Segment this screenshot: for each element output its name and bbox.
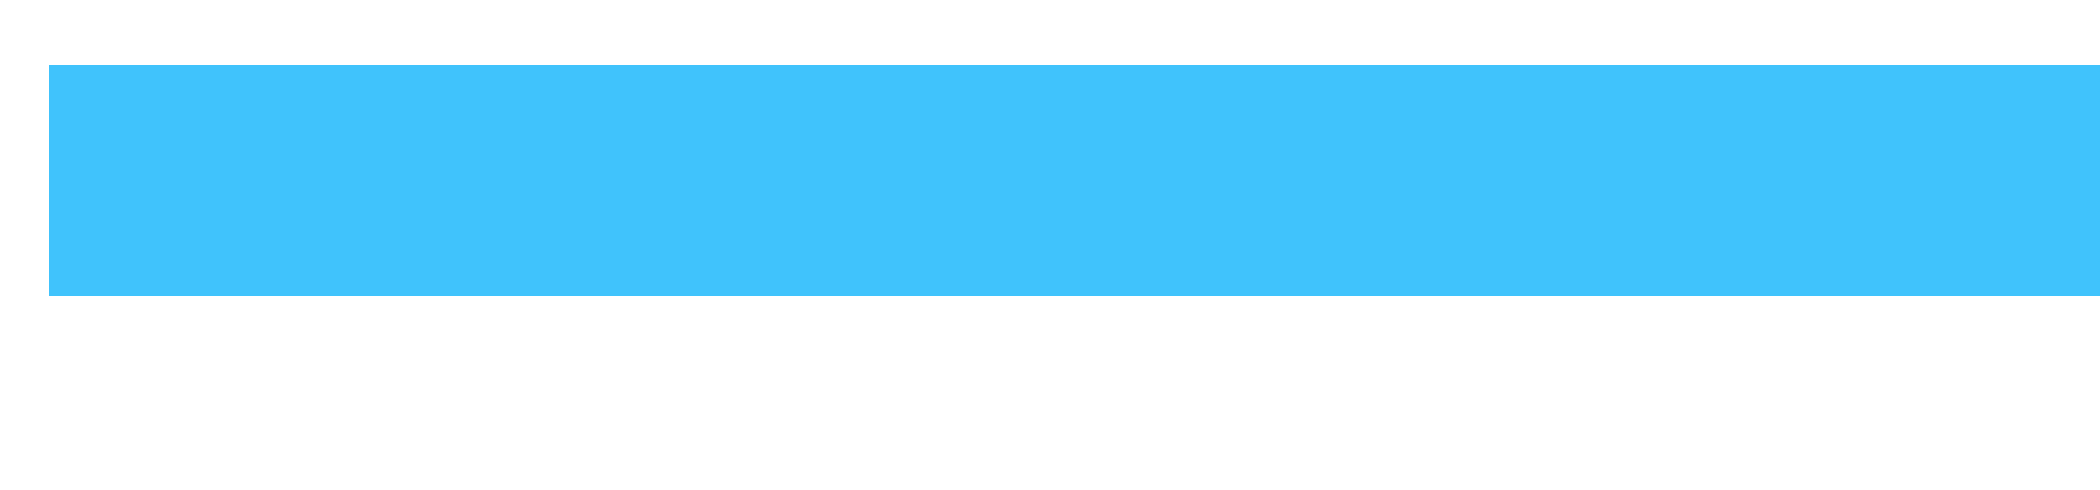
blue-banner: [49, 65, 2100, 296]
